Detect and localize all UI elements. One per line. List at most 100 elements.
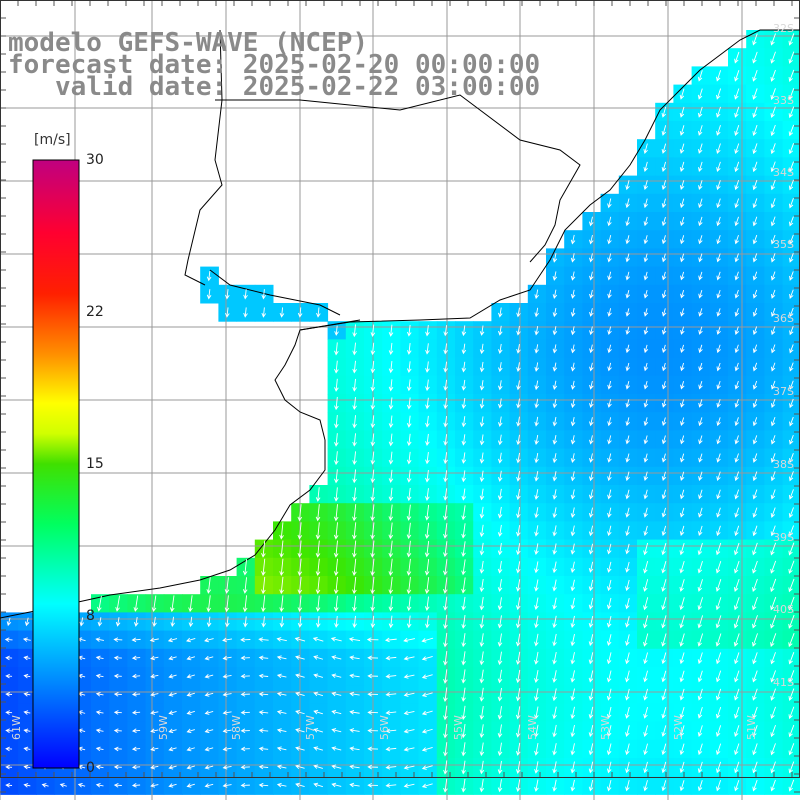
wind-arrow <box>697 542 703 556</box>
wind-arrow <box>589 234 594 245</box>
wind-arrow <box>479 488 485 501</box>
wind-arrow <box>367 782 378 788</box>
wind-arrow <box>588 615 594 628</box>
wind-arrow <box>770 416 776 427</box>
wind-arrow <box>23 710 31 715</box>
wind-arrow <box>552 779 557 792</box>
wind-arrow <box>570 615 576 628</box>
wind-arrow <box>225 616 230 628</box>
wind-arrow <box>331 764 342 769</box>
wind-arrow <box>607 216 612 227</box>
wind-arrow <box>716 125 721 136</box>
wind-arrow <box>479 760 485 775</box>
wind-arrow <box>479 687 485 702</box>
wind-arrow <box>734 652 740 665</box>
wind-arrow <box>443 742 448 757</box>
wind-arrow <box>770 234 776 245</box>
wind-arrow <box>606 743 612 756</box>
wind-arrow <box>370 397 376 410</box>
wind-arrow <box>734 725 740 738</box>
wind-arrow <box>606 779 612 792</box>
wind-arrow <box>224 577 230 594</box>
lat-label: 33S <box>773 94 794 107</box>
wind-arrow <box>734 124 740 136</box>
wind-arrow <box>59 783 67 788</box>
wind-arrow <box>313 728 323 733</box>
wind-arrow <box>789 253 794 263</box>
wind-arrow <box>461 633 466 648</box>
wind-arrow <box>297 307 303 318</box>
wind-arrow <box>643 706 648 719</box>
wind-arrow <box>606 579 612 592</box>
lat-label: 37S <box>773 385 794 398</box>
wind-arrow <box>388 324 394 337</box>
wind-arrow <box>497 597 503 611</box>
wind-arrow <box>334 415 339 429</box>
wind-arrow <box>516 325 521 336</box>
wind-arrow <box>552 761 557 774</box>
wind-arrow <box>315 522 321 540</box>
wind-arrow <box>588 543 594 555</box>
wind-arrow <box>206 595 212 613</box>
wind-arrow <box>643 688 648 701</box>
wind-arrow <box>315 558 321 576</box>
wind-arrow <box>679 88 685 100</box>
wind-arrow <box>643 780 648 792</box>
wind-arrow <box>588 525 594 537</box>
wind-arrow <box>643 417 649 427</box>
wind-arrow <box>95 692 104 697</box>
wind-arrow <box>406 415 412 428</box>
wind-arrow <box>788 652 795 665</box>
wind-arrow <box>552 615 557 629</box>
wind-arrow <box>479 470 485 483</box>
wind-arrow <box>752 761 758 774</box>
wind-arrow <box>570 652 576 665</box>
wind-arrow <box>752 124 758 137</box>
wind-arrow <box>789 380 794 390</box>
wind-arrow <box>661 344 667 354</box>
wind-arrow <box>771 362 776 372</box>
wind-arrow <box>697 70 703 82</box>
wind-arrow <box>752 398 758 408</box>
wind-arrow <box>461 724 466 739</box>
wind-arrow <box>315 595 321 612</box>
wind-arrow <box>516 470 521 482</box>
wind-arrow <box>534 651 539 665</box>
wind-arrow <box>661 670 667 683</box>
wind-arrow <box>23 783 31 788</box>
wind-arrow <box>625 235 630 245</box>
wind-arrow <box>406 361 412 374</box>
wind-arrow <box>131 710 141 715</box>
lon-label: 51W <box>745 715 758 740</box>
wind-arrow <box>188 616 194 628</box>
wind-arrow <box>150 764 159 770</box>
wind-arrow <box>133 595 139 612</box>
wind-arrow <box>243 307 248 318</box>
wind-arrow <box>679 633 685 647</box>
wind-arrow <box>788 633 795 648</box>
wind-arrow <box>606 616 612 628</box>
wind-arrow <box>752 289 758 299</box>
wind-arrow <box>461 361 467 373</box>
wind-arrow <box>516 488 521 501</box>
wind-arrow <box>352 324 357 338</box>
wind-arrow <box>770 253 776 263</box>
wind-arrow <box>589 326 594 336</box>
wind-arrow <box>23 655 31 661</box>
wind-arrow <box>570 543 576 555</box>
wind-arrow <box>403 656 415 661</box>
wind-arrow <box>295 655 305 660</box>
wind-arrow <box>606 670 612 683</box>
wind-arrow <box>752 326 758 336</box>
wind-arrow <box>370 576 375 595</box>
wind-arrow <box>443 470 448 483</box>
wind-arrow <box>570 344 576 354</box>
wind-arrow <box>479 506 485 519</box>
wind-arrow <box>243 289 248 300</box>
wind-arrow <box>113 728 122 733</box>
wind-arrow <box>330 637 342 642</box>
wind-arrow <box>770 198 776 209</box>
wind-arrow <box>625 652 630 665</box>
lon-label: 53W <box>599 715 612 740</box>
wind-arrow <box>240 655 250 661</box>
